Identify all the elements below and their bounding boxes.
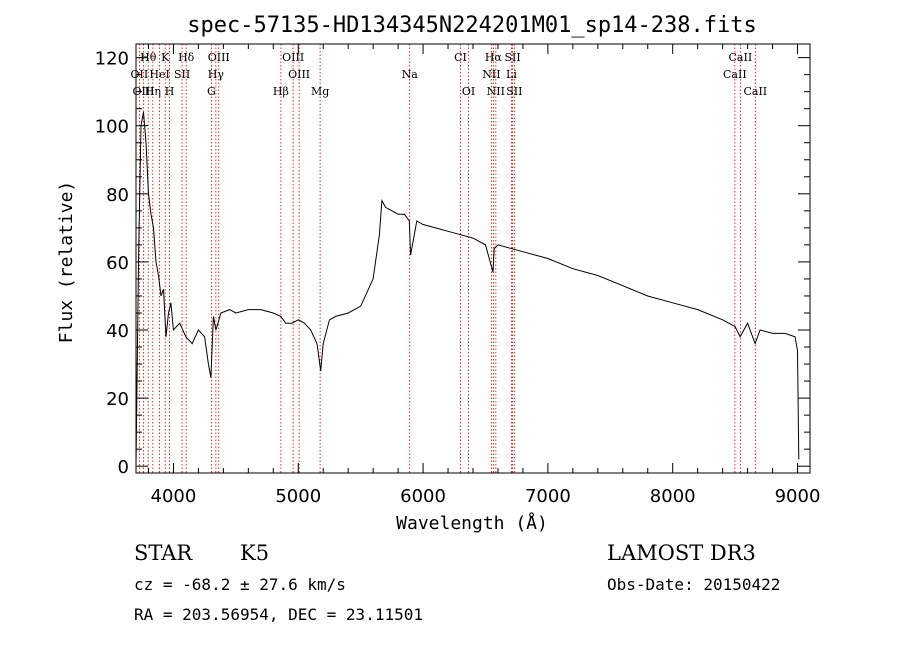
emission-line-markers [138, 44, 756, 473]
emission-line-label: K [161, 51, 170, 64]
emission-line-label: G [207, 85, 216, 98]
emission-line-label: Hγ [208, 68, 225, 81]
x-tick-label: 7000 [525, 486, 571, 507]
y-tick-label: 100 [95, 117, 129, 138]
x-tick-label: 9000 [775, 486, 821, 507]
emission-line-label: SII [174, 68, 190, 81]
chart-title: spec-57135-HD134345N224201M01_sp14-238.f… [187, 13, 757, 38]
x-axis-label: Wavelength (Å) [396, 512, 548, 534]
x-tick-label: 4000 [151, 486, 197, 507]
emission-line-label: OIII [282, 51, 304, 64]
emission-line-label: CaII [743, 85, 767, 98]
emission-line-label: Mg [311, 85, 329, 98]
object-subclass: K5 [240, 541, 269, 565]
coordinates: RA = 203.56954, DEC = 23.11501 [134, 605, 423, 624]
plot-frame [135, 43, 811, 474]
emission-line-label: Hη [145, 85, 161, 98]
y-tick-label: 0 [118, 457, 129, 478]
y-tick-label: 80 [106, 185, 129, 206]
emission-line-label: OIII [288, 68, 310, 81]
y-axis: 0 20 40 60 80 100 120 [95, 49, 810, 478]
survey-name: LAMOST DR3 [607, 541, 756, 565]
emission-line-label: OIII [208, 51, 230, 64]
emission-line-label: OIII [132, 85, 154, 98]
x-tick-label: 8000 [650, 486, 696, 507]
emission-line-label: H [165, 85, 175, 98]
emission-line-label: Na [402, 68, 419, 81]
emission-line-label: SII [506, 85, 522, 98]
emission-line-label: CaII [723, 68, 747, 81]
x-tick-label: 5000 [275, 486, 321, 507]
emission-line-label: HeI [149, 68, 169, 81]
emission-line-label: CaII [729, 51, 753, 64]
y-tick-label: 120 [95, 49, 129, 70]
emission-line-label: Hβ [273, 85, 289, 98]
x-axis: 4000 5000 6000 7000 8000 9000 [147, 44, 821, 507]
y-tick-label: 40 [106, 321, 129, 342]
emission-line-label: Hδ [178, 51, 195, 64]
emission-line-label: NII [482, 68, 500, 81]
emission-line-label: NII [487, 85, 505, 98]
y-tick-label: 20 [106, 389, 129, 410]
observation-date: Obs-Date: 20150422 [607, 575, 780, 594]
emission-line-label: OI [462, 85, 475, 98]
emission-line-label: CI [454, 51, 467, 64]
object-class: STAR [134, 541, 193, 565]
emission-line-label: Li [506, 68, 517, 81]
y-axis-label: Flux (relative) [56, 181, 77, 344]
y-tick-label: 60 [106, 253, 129, 274]
x-tick-label: 6000 [400, 486, 446, 507]
redshift-velocity: cz = -68.2 ± 27.6 km/s [134, 575, 346, 594]
spectrum-line [135, 112, 800, 467]
emission-line-label: Hθ [140, 51, 157, 64]
emission-line-label: Hα [485, 51, 503, 64]
emission-line-label: SII [504, 51, 520, 64]
